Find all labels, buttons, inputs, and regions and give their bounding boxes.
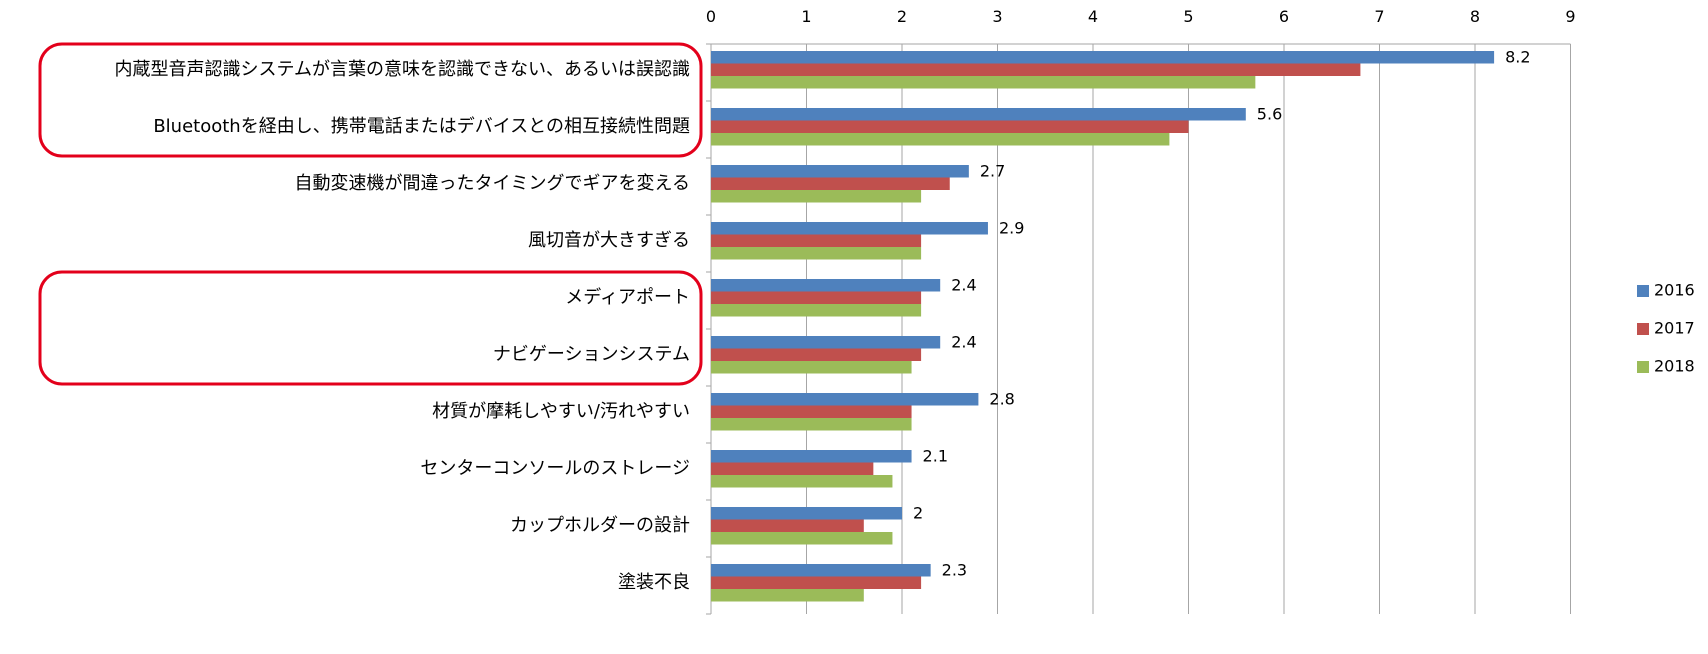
bar-2017: [711, 63, 1361, 76]
bar-2016: [711, 393, 979, 406]
category-label: センターコンソールのストレージ: [420, 458, 690, 479]
data-label-2016: 2.4: [951, 333, 976, 352]
x-tick-label: 2: [897, 7, 907, 26]
bar-2017: [711, 576, 922, 589]
category-label: 材質が摩耗しやすい/汚れやすい: [432, 401, 690, 422]
x-tick-label: 7: [1374, 7, 1384, 26]
category-label: 自動変速機が間違ったタイミングでギアを変える: [295, 173, 690, 194]
data-label-2016: 8.2: [1505, 48, 1530, 67]
category-label: カップホルダーの設計: [510, 515, 690, 536]
category-labels: 内蔵型音声認識システムが言葉の意味を認識できない、あるいは誤認識 Bluetoot…: [115, 59, 690, 593]
bar-2018: [711, 247, 922, 260]
bar-2018: [711, 418, 912, 431]
bar-2017: [711, 291, 922, 304]
bar-2017: [711, 120, 1189, 133]
highlight-boxes: [38, 42, 703, 386]
bar-2017: [711, 462, 874, 475]
data-label-2016: 2.8: [989, 390, 1014, 409]
category-label: ナビゲーションシステム: [493, 344, 690, 365]
highlight-box: [38, 270, 703, 386]
data-labels: 8.2 5.6 2.7 2.9 2.4 2.4 2.8 2.1 2 2.3: [913, 48, 1531, 580]
x-axis-ticks: 0 1 2 3 4 5 6 7 8 9: [706, 7, 1576, 26]
legend-label-2018: 2018: [1654, 357, 1695, 376]
x-tick-label: 1: [801, 7, 811, 26]
data-label-2016: 5.6: [1257, 105, 1282, 124]
bar-2018: [711, 589, 864, 602]
bar-2017: [711, 405, 912, 418]
category-label: Bluetoothを経由し、携帯電話またはデバイスとの相互接続性問題: [153, 116, 690, 137]
legend-label-2017: 2017: [1654, 319, 1695, 338]
data-label-2016: 2.1: [923, 447, 948, 466]
x-tick-label: 4: [1088, 7, 1098, 26]
bar-2016: [711, 336, 941, 349]
x-tick-label: 8: [1470, 7, 1480, 26]
bar-2016: [711, 51, 1495, 64]
bar-2017: [711, 177, 950, 190]
category-label: 内蔵型音声認識システムが言葉の意味を認識できない、あるいは誤認識: [115, 59, 690, 80]
bar-2016: [711, 507, 902, 520]
bar-2016: [711, 108, 1246, 121]
bar-2016: [711, 222, 988, 235]
highlight-box: [38, 42, 703, 158]
x-tick-label: 0: [706, 7, 716, 26]
bar-2017: [711, 348, 922, 361]
bar-2016: [711, 564, 931, 577]
x-tick-label: 3: [992, 7, 1002, 26]
bar-2018: [711, 361, 912, 374]
bars: [711, 51, 1495, 602]
bar-2016: [711, 165, 969, 178]
category-label: 風切音が大きすぎる: [528, 230, 690, 251]
data-label-2016: 2.3: [942, 561, 967, 580]
category-label: メディアポート: [565, 287, 690, 308]
bar-2017: [711, 519, 864, 532]
bar-2018: [711, 475, 893, 488]
legend-swatch-2017: [1637, 323, 1649, 335]
legend-label-2016: 2016: [1654, 281, 1695, 300]
x-tick-label: 5: [1183, 7, 1193, 26]
bar-2018: [711, 133, 1170, 146]
bar-2017: [711, 234, 922, 247]
legend-swatch-2018: [1637, 361, 1649, 373]
data-label-2016: 2.4: [951, 276, 976, 295]
data-label-2016: 2: [913, 504, 923, 523]
bar-2018: [711, 190, 922, 203]
x-tick-label: 6: [1279, 7, 1289, 26]
bar-2018: [711, 532, 893, 545]
category-label: 塗装不良: [618, 571, 690, 593]
bar-2018: [711, 304, 922, 317]
bar-2016: [711, 450, 912, 463]
bar-2018: [711, 76, 1256, 89]
data-label-2016: 2.9: [999, 219, 1024, 238]
legend: 2016 2017 2018: [1637, 281, 1695, 376]
bar-2016: [711, 279, 941, 292]
data-label-2016: 2.7: [980, 162, 1005, 181]
x-tick-label: 9: [1565, 7, 1575, 26]
legend-swatch-2016: [1637, 285, 1649, 297]
